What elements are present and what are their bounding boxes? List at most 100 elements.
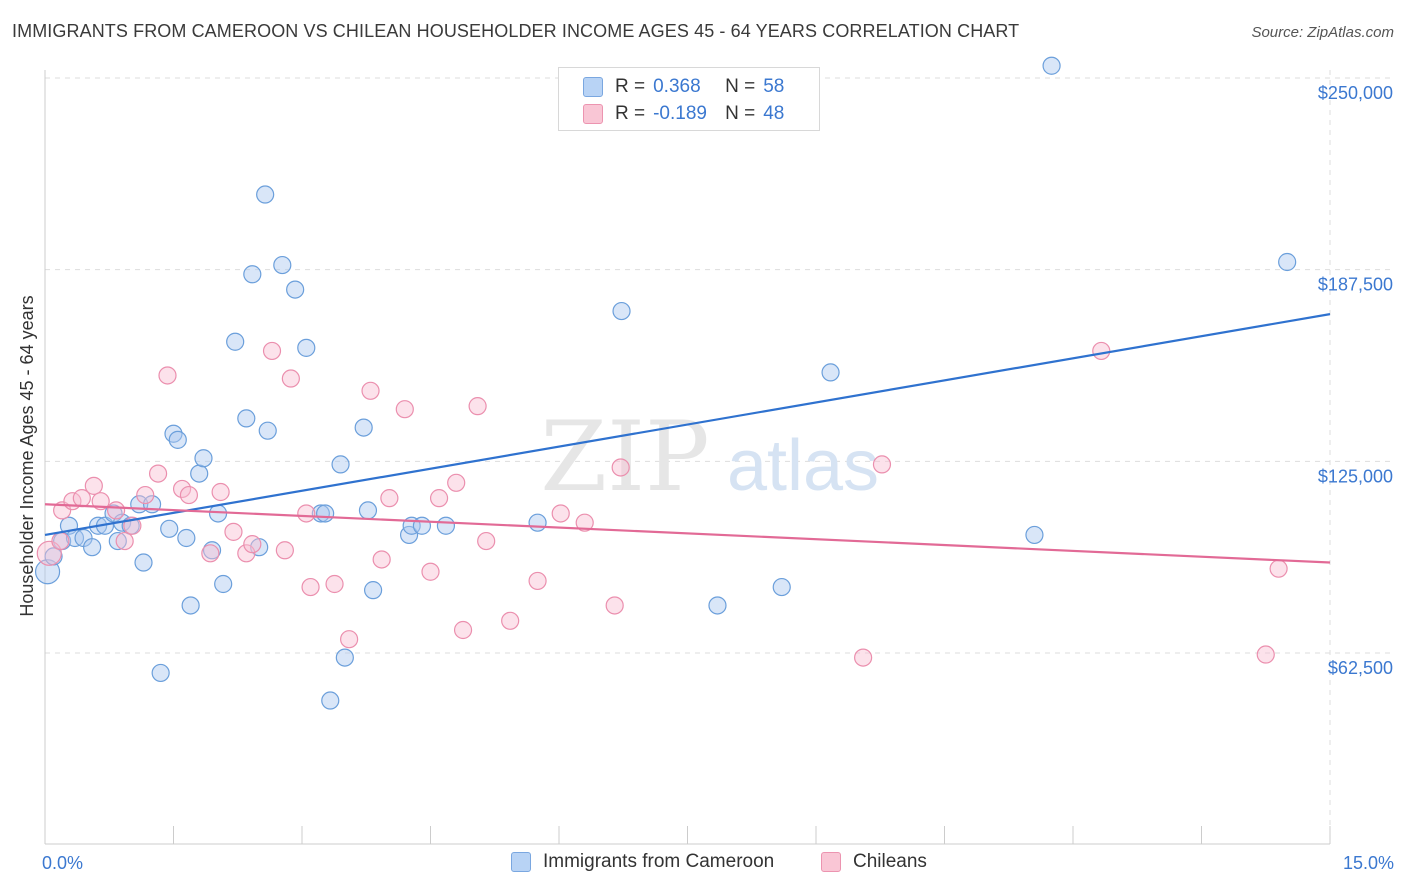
chileans-point [380,489,399,508]
chileans-point [158,366,177,385]
cameroon-point [243,265,262,284]
cameroon-point [34,559,61,585]
legend-row-cameroon: R = 0.368 N = 58 [583,75,784,99]
series-legend: Immigrants from Cameroon Chileans [0,851,1406,877]
legend-n-value: 48 [763,103,785,124]
chileans-point [605,596,624,615]
chileans-point [453,620,473,640]
chileans-point [551,504,570,523]
watermark-atlas: atlas [727,426,879,506]
cameroon-point [194,449,213,468]
chileans-point [297,504,316,523]
cameroon-point [708,596,727,615]
chileans-point [372,550,391,569]
cameroon-point [181,596,200,615]
chileans-point [275,541,294,560]
watermark: ZIP atlas [540,401,879,513]
cameroon-point [273,255,292,275]
legend-r-label: R = [615,103,646,124]
chart-title: IMMIGRANTS FROM CAMEROON VS CHILEAN HOUS… [12,21,1020,41]
chileans-point [1256,645,1275,664]
legend-n-label: N = [725,103,756,124]
chileans-point [872,455,892,474]
chileans-point [468,397,487,416]
legend-item-chileans[interactable]: Chileans [821,851,927,873]
x-tick-label: 15.0% [1343,853,1394,873]
chileans-point [421,562,440,581]
cameroon-point [821,363,840,382]
chileans-point [361,381,380,400]
cameroon-point [335,648,354,667]
chileans-point [429,489,449,508]
grid-layer [45,70,1395,844]
chileans-point [477,531,496,551]
cameroon-point [108,531,127,551]
chileans-point [107,501,126,520]
y-tick-label: $250,000 [1318,83,1393,103]
cameroon-point [364,581,383,600]
legend-swatch-cameroon [583,77,603,97]
chileans-point [84,476,103,495]
chileans-point [528,571,547,591]
chileans-point [91,492,110,511]
chileans-point [340,630,359,649]
chileans-point [243,535,262,554]
chileans-point [224,522,243,541]
legend-r-value: 0.368 [653,76,701,97]
cameroon-point [286,280,305,299]
chileans-point [325,574,344,594]
cameroon-point [436,516,456,535]
y-axis-title: Householder Income Ages 45 - 64 years [17,295,37,616]
chileans-point [301,577,320,597]
cameroon-point [214,574,233,594]
cameroon-point [134,553,153,572]
cameroon-point [256,185,275,204]
chileans-point [237,544,256,563]
chileans-point [262,341,282,361]
chileans-point [395,400,414,419]
y-tick-label: $62,500 [1328,658,1393,678]
chileans-point [501,611,520,630]
chileans-point [281,369,300,388]
legend-swatch-chileans [583,104,603,124]
legend-item-cameroon[interactable]: Immigrants from Cameroon [511,851,774,873]
y-tick-label: $187,500 [1318,275,1393,295]
watermark-zip: ZIP [540,401,709,513]
cameroon-point [237,409,256,428]
cameroon-point [1278,252,1297,272]
chileans-point [148,464,168,483]
chileans-point [136,485,155,505]
cameroon-point [331,455,350,474]
x-tick-label: 0.0% [42,853,83,873]
source-label: Source: ZipAtlas.com [1251,24,1394,41]
cameroon-point [202,541,222,560]
cameroon-point [316,504,335,523]
cameroon-point [772,577,791,597]
cameroon-point [1042,56,1061,75]
chileans-point [447,473,466,492]
y-tick-label: $125,000 [1318,466,1393,486]
cameroon-point [226,332,245,351]
cameroon-point [297,338,316,357]
legend-swatch-chileans [821,852,841,872]
cameroon-point [321,691,340,710]
chileans-point [575,513,594,532]
labels-layer: $62,500 $125,000 $187,500 $250,000 0.0% 15.0%… [17,83,1394,873]
legend-r-value: -0.189 [653,103,707,124]
legend-label-cameroon: Immigrants from Cameroon [543,851,775,872]
legend-n-value: 58 [763,76,785,97]
cameroon-point [83,538,102,557]
points-layer [34,56,1297,710]
cameroon-point [190,464,209,483]
legend-label-chileans: Chileans [853,851,927,872]
chileans-point [51,531,70,551]
cameroon-point [168,430,187,449]
correlation-legend: R = 0.368 N = 58 R = -0.189 N = 48 [558,67,820,131]
chileans-point [115,531,134,551]
legend-n-label: N = [725,76,756,97]
cameroon-point [412,516,432,535]
chileans-point [854,648,873,667]
legend-r-label: R = [615,76,646,97]
cameroon-point [354,418,373,437]
